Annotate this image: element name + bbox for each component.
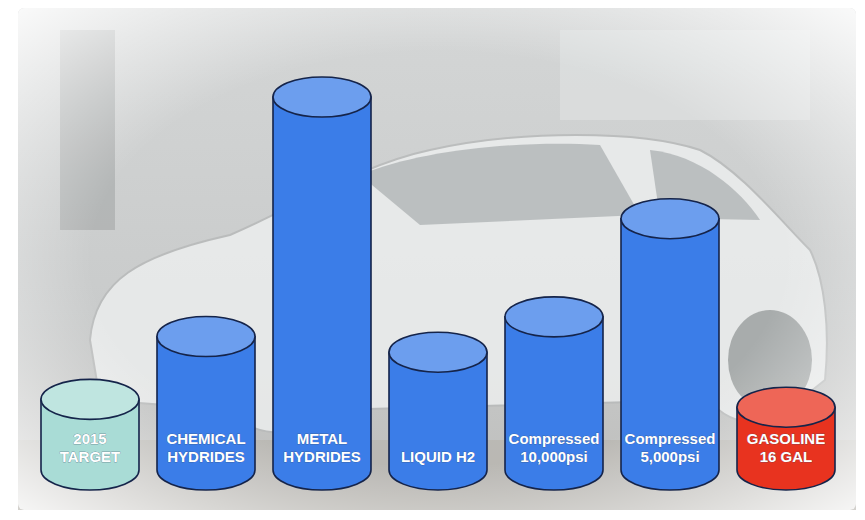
page-background [0,0,865,520]
cylinder [389,332,487,490]
cylinder-body [157,337,255,490]
cylinder [157,317,255,490]
cylinder-top [389,332,487,372]
photo-background [18,8,856,510]
category-label: Compressed10,000psi [509,430,600,465]
cylinder [41,379,139,490]
label-line: 16 GAL [760,448,813,465]
label-line: CHEMICAL [166,430,245,447]
label-line: 10,000psi [520,448,588,465]
cylinder-top [273,77,371,117]
cylinder [505,297,603,490]
cylinder-body [621,219,719,490]
cylinders [41,77,835,490]
label-line: 2015 [73,430,106,447]
category-label: 2015TARGET [60,430,121,465]
cylinder-top [157,317,255,357]
cylinder-top [621,199,719,239]
vignette [18,8,856,510]
label-line: Compressed [625,430,716,447]
label-line: HYDRIDES [283,448,361,465]
label-line: LIQUID H2 [401,448,475,465]
category-label: CHEMICALHYDRIDES [166,430,245,465]
label-line: Compressed [509,430,600,447]
cylinder [273,77,371,490]
cylinder-body [505,317,603,490]
cylinder-body [273,97,371,490]
label-line: 5,000psi [640,448,699,465]
cylinder [621,199,719,490]
cylinder-top [505,297,603,337]
category-label: GASOLINE16 GAL [747,430,825,465]
cylinder-top [737,387,835,427]
label-line: HYDRIDES [167,448,245,465]
label-line: METAL [297,430,348,447]
chart: 2015TARGETCHEMICALHYDRIDESMETALHYDRIDESL… [0,0,865,520]
category-label: Compressed5,000psi [625,430,716,465]
cylinder-top [41,379,139,419]
label-line: GASOLINE [747,430,825,447]
label-line: TARGET [60,448,121,465]
category-label: LIQUID H2 [401,448,475,465]
category-label: METALHYDRIDES [283,430,361,465]
labels: 2015TARGETCHEMICALHYDRIDESMETALHYDRIDESL… [60,430,825,465]
cylinder [737,387,835,490]
